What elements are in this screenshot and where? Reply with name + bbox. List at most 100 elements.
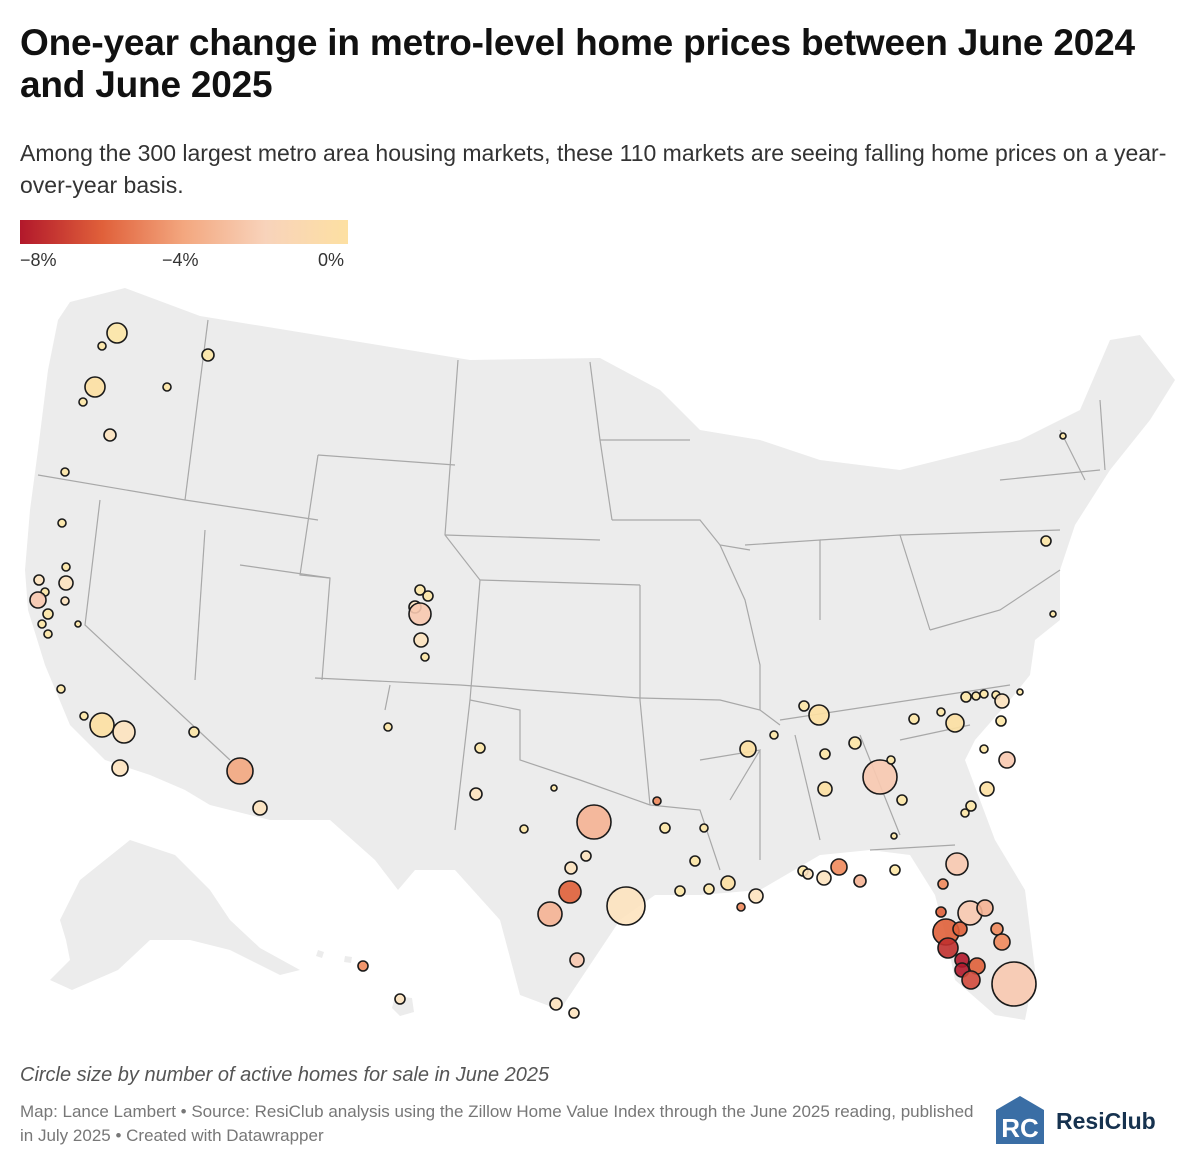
market-circle xyxy=(61,562,71,572)
market-circle xyxy=(817,781,833,797)
market-circle xyxy=(889,864,901,876)
market-circle xyxy=(537,901,563,927)
us-land-shape xyxy=(25,288,1175,1020)
market-circle xyxy=(422,590,434,602)
market-circle xyxy=(1059,432,1067,440)
market-circle xyxy=(652,796,662,806)
market-circle xyxy=(937,937,959,959)
market-circle xyxy=(674,885,686,897)
market-circle xyxy=(383,722,393,732)
market-circle xyxy=(413,632,429,648)
market-circle xyxy=(945,713,965,733)
market-circle xyxy=(162,382,172,392)
market-circle xyxy=(945,852,969,876)
market-circle xyxy=(519,824,529,834)
market-circle xyxy=(995,715,1007,727)
market-circle xyxy=(802,868,814,880)
market-circle xyxy=(226,757,254,785)
market-circle xyxy=(971,691,981,701)
market-circle xyxy=(937,878,949,890)
market-circle xyxy=(739,740,757,758)
market-circle xyxy=(816,870,832,886)
legend-label-mid: −4% xyxy=(162,250,199,270)
market-circle xyxy=(720,875,736,891)
market-circle xyxy=(1040,535,1052,547)
market-circle xyxy=(886,755,896,765)
market-circle xyxy=(769,730,779,740)
market-circle xyxy=(56,684,66,694)
chart-subtitle: Among the 300 largest metro area housing… xyxy=(20,140,1167,198)
market-circle xyxy=(936,707,946,717)
market-circle xyxy=(748,888,764,904)
logo-text: ResiClub xyxy=(1056,1108,1156,1134)
market-circle xyxy=(979,689,989,699)
market-circle xyxy=(111,759,129,777)
market-circle xyxy=(965,800,977,812)
market-circle xyxy=(890,832,898,840)
market-circle xyxy=(78,397,88,407)
market-circle xyxy=(819,748,831,760)
market-circle xyxy=(659,822,671,834)
market-circle xyxy=(1049,610,1057,618)
hawaii-shape xyxy=(316,950,414,1016)
market-circle xyxy=(993,933,1011,951)
market-circle xyxy=(57,518,67,528)
resiclub-logo: RC ResiClub xyxy=(992,1092,1182,1152)
market-circle xyxy=(580,850,592,862)
market-circle xyxy=(576,804,612,840)
market-circle xyxy=(994,693,1010,709)
market-circle xyxy=(862,759,898,795)
market-circle xyxy=(896,794,908,806)
market-circle xyxy=(29,591,47,609)
market-circle xyxy=(564,861,578,875)
market-circle xyxy=(408,602,432,626)
color-legend: −8% −4% 0% xyxy=(20,220,350,274)
market-circle xyxy=(103,428,117,442)
market-circles xyxy=(29,322,1067,1019)
market-circle xyxy=(798,700,810,712)
market-circle xyxy=(568,1007,580,1019)
market-circle xyxy=(43,629,53,639)
market-circle xyxy=(33,574,45,586)
market-circle xyxy=(188,726,200,738)
market-circle xyxy=(42,608,54,620)
market-circle xyxy=(469,787,483,801)
legend-gradient-bar xyxy=(20,220,348,244)
market-circle xyxy=(998,751,1016,769)
market-circle xyxy=(961,970,981,990)
resiclub-logo-mark-icon: RC xyxy=(996,1096,1044,1144)
market-circle xyxy=(979,744,989,754)
market-circle xyxy=(830,858,848,876)
market-circle xyxy=(60,596,70,606)
market-circle xyxy=(908,713,920,725)
contiguous-us-shape xyxy=(25,288,1175,1020)
market-circle xyxy=(979,781,995,797)
market-circle xyxy=(569,952,585,968)
market-circle xyxy=(990,922,1004,936)
market-circle xyxy=(960,808,970,818)
market-circle xyxy=(935,906,947,918)
market-circle xyxy=(37,619,47,629)
us-map xyxy=(25,288,1175,1020)
legend-label-min: −8% xyxy=(20,250,57,270)
market-circle xyxy=(414,584,426,596)
market-circle xyxy=(960,691,972,703)
market-circle xyxy=(703,883,715,895)
market-circle xyxy=(808,704,830,726)
chart-title: One-year change in metro-level home pric… xyxy=(20,22,1135,105)
market-circle xyxy=(699,823,709,833)
market-circle xyxy=(58,575,74,591)
market-circle xyxy=(736,902,746,912)
alaska-shape xyxy=(50,840,300,990)
market-circle xyxy=(84,376,106,398)
market-circle xyxy=(97,341,107,351)
state-borders xyxy=(37,319,1106,871)
market-circle xyxy=(1016,688,1024,696)
market-circle xyxy=(112,720,136,744)
market-circle xyxy=(474,742,486,754)
market-circle xyxy=(201,348,215,362)
source-credit: Map: Lance Lambert • Source: ResiClub an… xyxy=(20,1102,974,1145)
market-circle xyxy=(558,880,582,904)
legend-label-max: 0% xyxy=(318,250,345,270)
market-circle xyxy=(848,736,862,750)
